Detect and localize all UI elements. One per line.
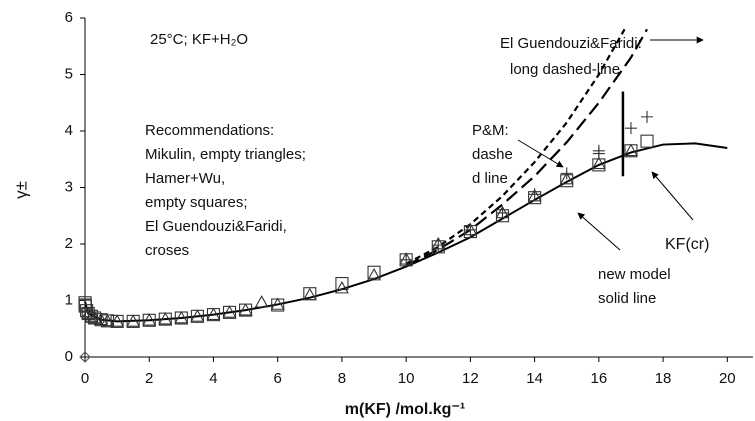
y-tick-label: 6 [65, 9, 73, 26]
x-tick-label: 14 [526, 370, 543, 387]
triangle-marker [142, 313, 157, 326]
y-tick-label: 5 [65, 65, 73, 82]
arrow [651, 171, 694, 221]
cross-marker [528, 188, 541, 201]
y-tick-label: 2 [65, 235, 73, 252]
annotation: dashe [472, 146, 513, 163]
triangle-marker [334, 280, 349, 294]
square-marker [142, 313, 156, 327]
annotation: Mikulin, empty triangles; [145, 146, 306, 163]
solid-line [84, 142, 728, 323]
square-marker [190, 309, 204, 323]
annotation: P&M: [472, 122, 509, 139]
triangle-marker [254, 295, 269, 308]
cross-marker [624, 122, 637, 135]
x-tick-label: 20 [719, 370, 736, 387]
triangle-marker [190, 309, 205, 322]
x-tick-label: 12 [462, 370, 479, 387]
annotation: 25°C; KF+H₂O [150, 31, 248, 48]
annotation: Hamer+Wu, [145, 170, 225, 187]
long-dashed-line [405, 28, 648, 267]
cross-marker [560, 167, 573, 180]
cross-marker [464, 223, 477, 236]
x-tick-label: 8 [338, 370, 346, 387]
square-marker [100, 314, 115, 328]
x-tick-label: 2 [145, 370, 153, 387]
annotation: long dashed-line [510, 61, 620, 78]
triangle-marker [591, 156, 606, 170]
square-marker [126, 314, 140, 328]
x-tick-label: 4 [209, 370, 217, 387]
x-tick-label: 0 [81, 370, 89, 387]
triangle-marker [624, 143, 638, 157]
square-marker [174, 311, 188, 325]
square-marker [303, 287, 317, 301]
x-tick-label: 18 [655, 370, 672, 387]
triangle-marker [270, 297, 285, 310]
square-marker [158, 312, 172, 326]
x-tick-label: 10 [398, 370, 415, 387]
diamond-marker [79, 351, 91, 363]
triangle-marker [110, 314, 125, 327]
annotation: d line [472, 170, 508, 187]
cross-marker [400, 253, 413, 266]
triangle-marker [238, 302, 253, 316]
square-marker [239, 303, 253, 317]
square-marker [640, 134, 654, 148]
annotation: KF(cr) [665, 236, 709, 253]
arrow [577, 212, 621, 251]
square-marker [110, 314, 124, 328]
square-marker [367, 265, 381, 279]
triangle-marker [126, 314, 141, 327]
square-marker [206, 308, 221, 322]
square-marker [624, 144, 638, 158]
dashed-line [405, 28, 626, 265]
cross-marker [496, 206, 509, 219]
cross-marker [432, 239, 445, 252]
y-axis-label: γ± [11, 181, 30, 199]
square-marker [271, 298, 285, 312]
triangle-marker [559, 171, 574, 185]
y-tick-label: 1 [65, 291, 73, 308]
square-marker [335, 276, 349, 291]
annotation: El Guendouzi&Faridi, [145, 218, 287, 235]
x-axis-label: m(KF) /mol.kg⁻¹ [345, 401, 465, 418]
cross-marker [592, 144, 605, 157]
x-tick-label: 6 [274, 370, 282, 387]
annotation: croses [145, 242, 189, 259]
annotation: empty squares; [145, 194, 248, 211]
triangle-marker [527, 188, 542, 202]
cross-marker [641, 110, 654, 123]
triangle-marker [206, 307, 221, 320]
triangle-marker [367, 267, 381, 281]
y-tick-label: 4 [65, 122, 73, 139]
annotation: El Guendouzi&Faridi: [500, 35, 642, 52]
y-tick-label: 3 [65, 178, 73, 195]
triangle-marker [222, 305, 237, 318]
y-tick-label: 0 [65, 348, 73, 365]
square-marker [84, 309, 98, 323]
annotation: solid line [598, 290, 656, 307]
triangle-marker [174, 310, 189, 324]
x-tick-label: 16 [591, 370, 608, 387]
annotation: new model [598, 266, 671, 283]
square-marker [222, 305, 237, 319]
annotation: Recommendations: [145, 122, 274, 139]
triangle-marker [158, 312, 173, 325]
